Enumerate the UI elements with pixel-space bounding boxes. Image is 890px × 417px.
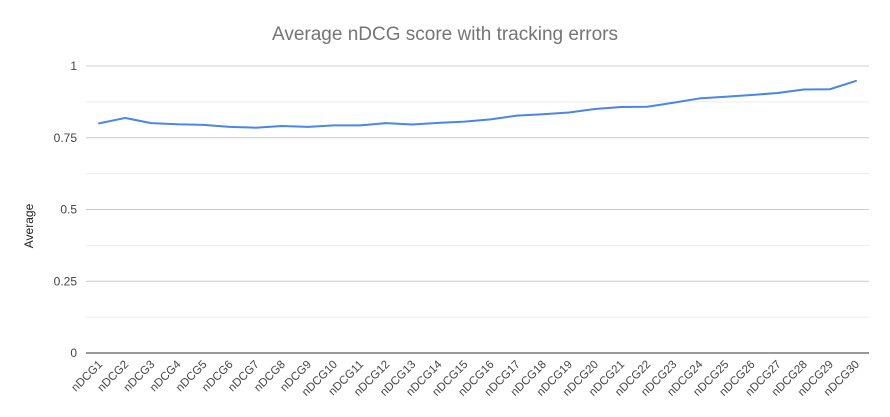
series-group bbox=[95, 77, 860, 132]
data-point bbox=[669, 99, 677, 107]
data-point bbox=[226, 123, 234, 131]
y-axis-label: Average bbox=[22, 203, 36, 248]
gridlines bbox=[86, 65, 869, 354]
x-axis-ticks: nDCG1nDCG2nDCG3nDCG4nDCG5nDCG6nDCG7nDCG8… bbox=[70, 358, 863, 399]
data-point bbox=[147, 119, 155, 127]
data-point bbox=[565, 108, 573, 116]
chart-title: Average nDCG score with tracking errors bbox=[272, 24, 618, 45]
data-point bbox=[617, 103, 625, 111]
data-point bbox=[382, 119, 390, 127]
data-point bbox=[591, 105, 599, 113]
data-point bbox=[199, 121, 207, 129]
data-point bbox=[304, 123, 312, 131]
data-point bbox=[800, 86, 808, 94]
data-point bbox=[487, 115, 495, 123]
y-tick-label: 0 bbox=[70, 346, 77, 360]
data-point bbox=[852, 77, 860, 85]
data-point bbox=[721, 93, 729, 101]
data-point bbox=[774, 89, 782, 97]
data-point bbox=[278, 122, 286, 130]
data-point bbox=[643, 103, 651, 111]
data-point bbox=[95, 119, 103, 127]
data-point bbox=[695, 94, 703, 102]
data-point bbox=[356, 121, 364, 129]
data-point bbox=[330, 121, 338, 129]
data-point bbox=[408, 121, 416, 129]
y-axis-ticks: 0 0.25 0.5 0.75 1 bbox=[54, 59, 78, 360]
data-point bbox=[173, 120, 181, 128]
data-point bbox=[460, 118, 468, 126]
y-tick-label: 1 bbox=[70, 59, 77, 73]
y-tick-label: 0.25 bbox=[54, 274, 78, 288]
data-point bbox=[434, 119, 442, 127]
data-point bbox=[252, 124, 260, 132]
data-point bbox=[748, 91, 756, 99]
data-point bbox=[539, 110, 547, 118]
y-tick-label: 0.75 bbox=[54, 131, 78, 145]
y-tick-label: 0.5 bbox=[60, 203, 77, 217]
data-point bbox=[826, 85, 834, 93]
data-point bbox=[513, 112, 521, 120]
series-line bbox=[98, 79, 857, 129]
data-point bbox=[121, 114, 129, 122]
